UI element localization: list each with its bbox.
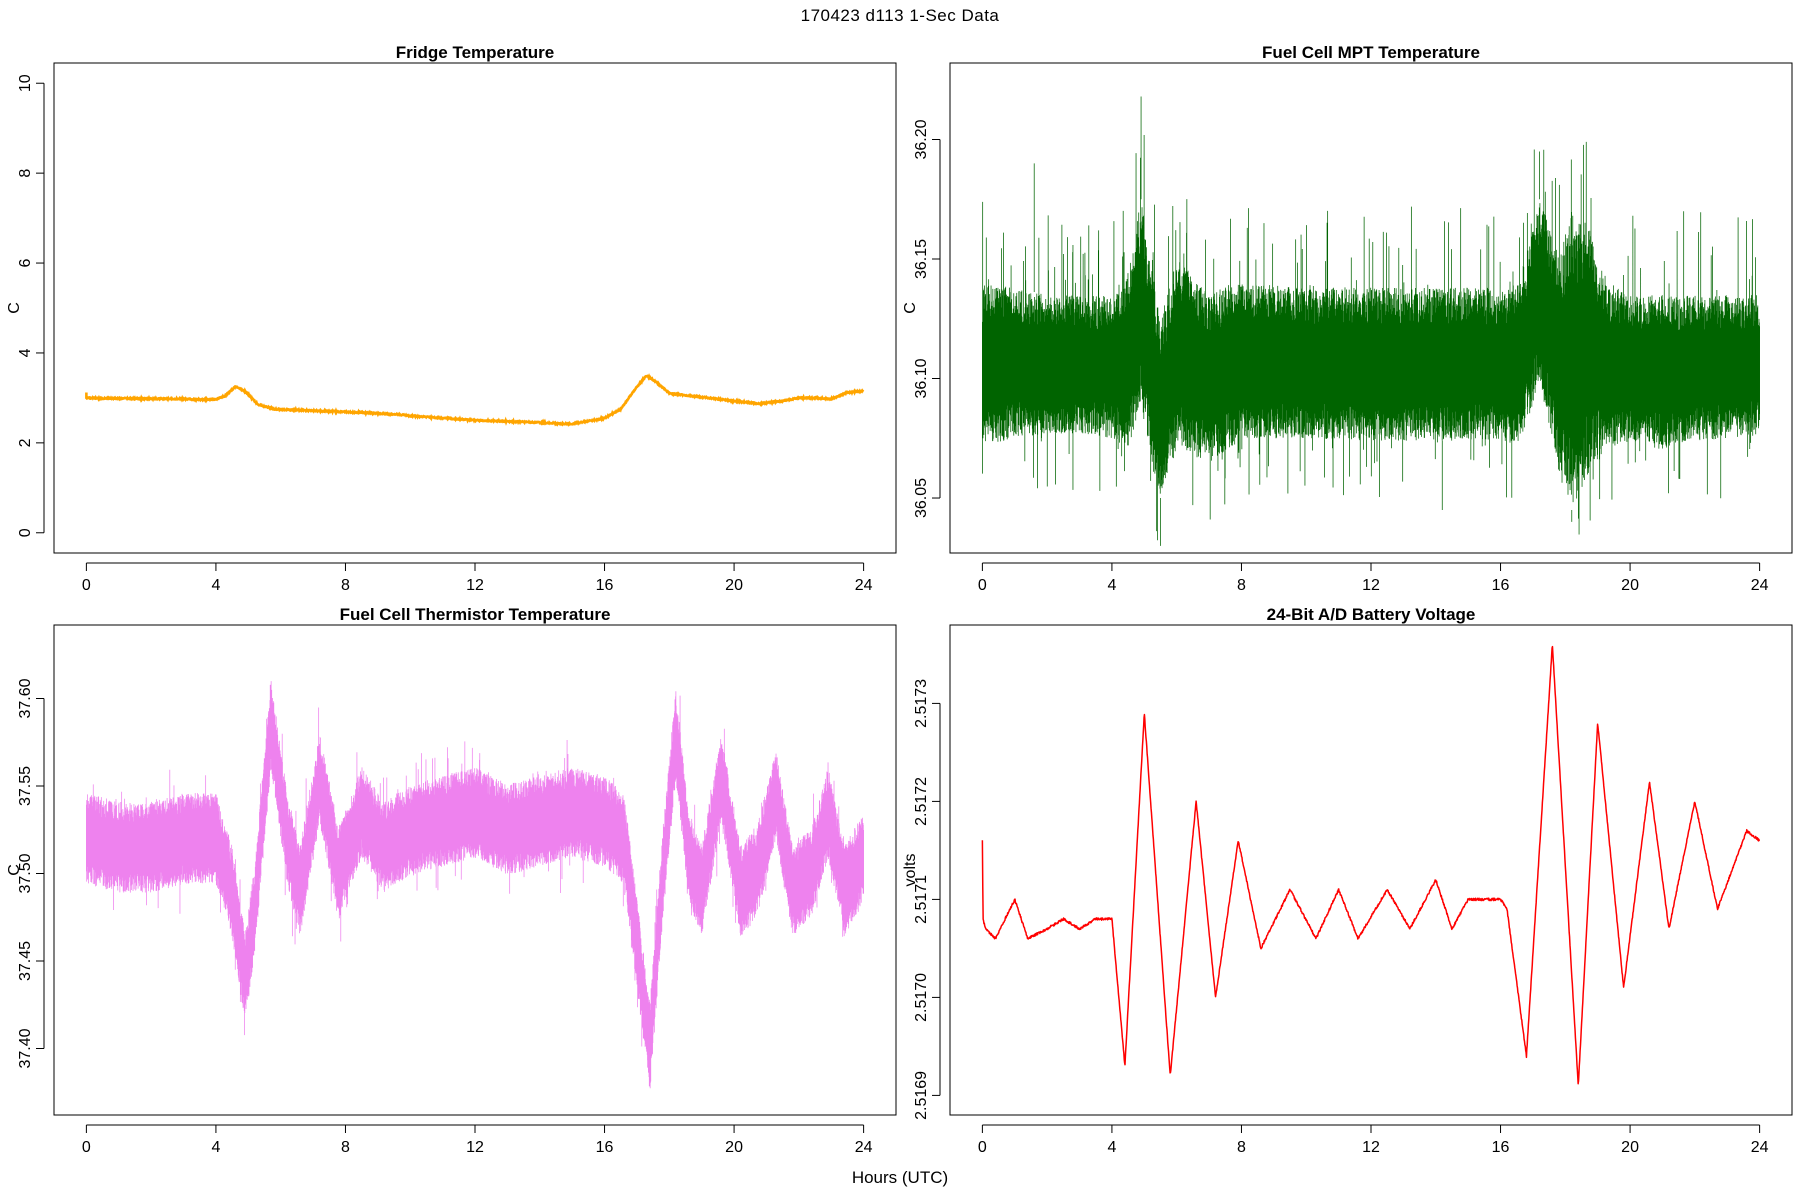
data-series (86, 681, 864, 1089)
x-tick-label: 0 (978, 1139, 987, 1156)
y-tick-label: 37.45 (17, 941, 34, 981)
x-tick-label: 24 (1751, 577, 1769, 594)
y-axis-label: C (6, 864, 23, 876)
x-tick-label: 0 (82, 577, 91, 594)
x-tick-label: 16 (596, 1139, 614, 1156)
data-series (981, 645, 1761, 1085)
y-tick-label: 2.5171 (913, 875, 930, 924)
y-tick-label: 6 (17, 258, 34, 267)
data-series (982, 96, 1760, 546)
y-tick-label: 36.20 (913, 119, 930, 159)
x-tick-label: 16 (1492, 1139, 1510, 1156)
fuel-cell-mpt-temperature-line (982, 96, 1760, 546)
x-tick-label: 8 (1237, 577, 1246, 594)
x-tick-label: 12 (1362, 577, 1380, 594)
x-axis: 0 4 8 12 16 20 24 (978, 1124, 1769, 1156)
x-tick-label: 0 (978, 577, 987, 594)
y-axis-label: C (902, 302, 919, 314)
plot-frame (53, 624, 897, 1116)
x-tick-label: 8 (341, 577, 350, 594)
fuel-cell-thermistor-temperature-line (86, 681, 864, 1089)
panel-fuel-cell-thermistor-temperature: Fuel Cell Thermistor Temperature C 0 4 8 12 16… (6, 605, 897, 1156)
y-tick-label: 37.40 (17, 1028, 34, 1068)
y-axis-label: volts (902, 854, 919, 887)
x-tick-label: 24 (855, 577, 873, 594)
y-tick-label: 4 (17, 348, 34, 357)
y-tick-label: 36.10 (913, 358, 930, 398)
x-tick-label: 4 (1107, 1139, 1116, 1156)
y-tick-label: 2.5169 (913, 1071, 930, 1120)
x-tick-label: 20 (725, 1139, 743, 1156)
y-tick-label: 2.5172 (913, 777, 930, 826)
x-tick-label: 16 (596, 577, 614, 594)
y-axis: 0 2 4 6 8 10 (17, 74, 45, 537)
x-tick-label: 0 (82, 1139, 91, 1156)
x-tick-label: 24 (855, 1139, 873, 1156)
y-axis: 37.40 37.45 37.50 37.55 37.60 (17, 678, 45, 1069)
x-tick-label: 16 (1492, 577, 1510, 594)
x-tick-label: 8 (1237, 1139, 1246, 1156)
chart-title: Fridge Temperature (396, 43, 554, 62)
x-tick-label: 12 (466, 577, 484, 594)
y-tick-label: 8 (17, 169, 34, 178)
x-axis: 0 4 8 12 16 20 24 (82, 562, 873, 594)
y-tick-label: 37.60 (17, 678, 34, 718)
x-tick-label: 4 (211, 1139, 220, 1156)
y-tick-label: 2.5170 (913, 973, 930, 1022)
y-tick-label: 36.15 (913, 239, 930, 279)
panel-fuel-cell-mpt-temperature: Fuel Cell MPT Temperature C 0 4 8 12 16 20 24 36.… (902, 43, 1793, 594)
x-tick-label: 12 (466, 1139, 484, 1156)
y-tick-label: 37.55 (17, 766, 34, 806)
chart-title: Fuel Cell Thermistor Temperature (340, 605, 611, 624)
y-tick-label: 37.50 (17, 853, 34, 893)
x-tick-label: 24 (1751, 1139, 1769, 1156)
y-tick-label: 2.5173 (913, 679, 930, 728)
chart-title: Fuel Cell MPT Temperature (1262, 43, 1480, 62)
y-tick-label: 0 (17, 528, 34, 537)
y-axis: 2.5169 2.5170 2.5171 2.5172 2.5173 (913, 679, 941, 1120)
panel-battery-voltage: 24-Bit A/D Battery Voltage volts 0 4 8 12 16 20… (902, 605, 1793, 1156)
plot-frame (949, 624, 1793, 1116)
x-axis-label: Hours (UTC) (851, 1168, 949, 1187)
page-title: 170423 d113 1-Sec Data (800, 6, 1000, 25)
fridge-temperature-line (85, 373, 865, 427)
x-tick-label: 4 (211, 577, 220, 594)
x-tick-label: 20 (1621, 1139, 1639, 1156)
y-axis-label: C (6, 302, 23, 314)
data-series (85, 373, 865, 427)
chart-title: 24-Bit A/D Battery Voltage (1267, 605, 1476, 624)
battery-voltage-line (981, 645, 1761, 1085)
y-tick-label: 10 (17, 74, 34, 92)
x-tick-label: 8 (341, 1139, 350, 1156)
x-axis: 0 4 8 12 16 20 24 (978, 562, 1769, 594)
x-tick-label: 12 (1362, 1139, 1380, 1156)
x-tick-label: 20 (1621, 577, 1639, 594)
plot-frame (949, 62, 1793, 554)
y-tick-label: 36.05 (913, 478, 930, 518)
x-tick-label: 4 (1107, 577, 1116, 594)
y-axis: 36.05 36.10 36.15 36.20 (913, 119, 941, 518)
x-axis: 0 4 8 12 16 20 24 (82, 1124, 873, 1156)
plot-frame (53, 62, 897, 554)
x-tick-label: 20 (725, 577, 743, 594)
y-tick-label: 2 (17, 438, 34, 447)
